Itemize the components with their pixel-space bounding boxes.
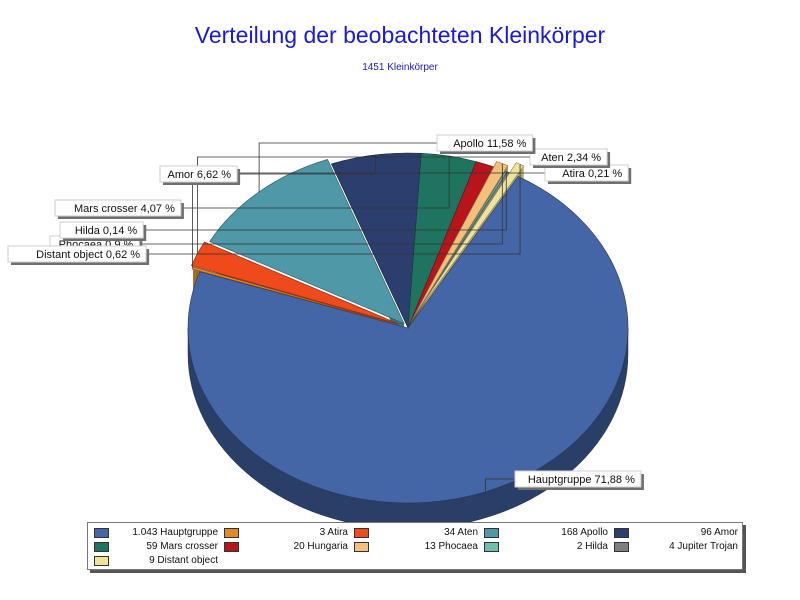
slice-label: Mars crosser 4,07 % xyxy=(74,203,175,215)
legend-label: 59 Mars crosser xyxy=(146,541,218,552)
legend-label: 3 Atira xyxy=(319,527,348,538)
leader-line xyxy=(237,154,377,175)
legend-item: 168 Apollo xyxy=(484,527,608,540)
legend-item: 34 Aten xyxy=(354,527,478,540)
slice-label: Aten 2,34 % xyxy=(541,152,601,164)
label-box xyxy=(529,148,608,166)
slice-label: Hauptgruppe 71,88 % xyxy=(528,474,635,486)
leader-line xyxy=(143,171,507,231)
pie-slices xyxy=(187,152,629,504)
leader-line xyxy=(258,142,437,192)
legend-label: 168 Apollo xyxy=(561,527,608,538)
chart-title: Verteilung der beobachteten Kleinkörper xyxy=(194,22,606,48)
legend-item: 9 Distant object xyxy=(94,555,218,568)
leader-line xyxy=(485,478,515,492)
legend-swatch xyxy=(614,528,629,538)
legend-label: 2 Hilda xyxy=(576,541,608,552)
slice-label: Amor 6,62 % xyxy=(168,169,232,181)
legend-item: 3 Atira xyxy=(224,527,348,540)
legend-label: 20 Hungaria xyxy=(293,541,348,552)
pie-slice-distant-object[interactable] xyxy=(413,162,525,318)
legend-swatch xyxy=(94,528,109,538)
label-box xyxy=(436,134,533,152)
slice-labels: Hauptgruppe 71,88 % Atira 0,21 % Aten 2,34… xyxy=(7,134,644,492)
legend-item: 96 Amor xyxy=(614,527,738,540)
legend-swatch xyxy=(484,542,499,552)
slice-label: Distant object 0,62 % xyxy=(36,249,140,261)
legend-swatch xyxy=(354,528,369,538)
leader-line xyxy=(197,156,530,254)
legend-swatch xyxy=(224,528,239,538)
legend-label: 96 Amor xyxy=(700,527,738,538)
pie-slice-apollo[interactable] xyxy=(209,159,405,325)
label-box xyxy=(7,245,147,263)
legend-swatch xyxy=(354,542,369,552)
legend-swatch xyxy=(484,528,499,538)
chart-legend: 1.043 Hauptgruppe 3 Atira 34 Aten 168 Apoll… xyxy=(87,522,743,570)
label-box xyxy=(59,221,144,239)
legend-item: 2 Hilda xyxy=(484,541,608,554)
legend-item: 1.043 Hauptgruppe xyxy=(94,527,218,540)
legend-label: 34 Aten xyxy=(444,527,478,538)
label-box xyxy=(514,470,642,488)
legend-item: 20 Hungaria xyxy=(224,541,348,554)
legend-label: 1.043 Hauptgruppe xyxy=(132,527,218,538)
legend-label: 9 Distant object xyxy=(149,555,218,566)
legend-label: 4 Jupiter Trojan xyxy=(669,541,738,552)
label-box xyxy=(54,199,182,217)
legend-item: 59 Mars crosser xyxy=(94,541,218,554)
pie-slice-aten[interactable] xyxy=(191,241,399,325)
slice-label: Apollo 11,58 % xyxy=(453,138,526,150)
legend-swatch xyxy=(94,542,109,552)
legend-swatch xyxy=(614,542,629,552)
chart-subtitle: 1451 Kleinkörper xyxy=(362,62,438,73)
legend-swatch xyxy=(94,556,109,566)
leader-line xyxy=(146,164,521,255)
legend-item: 13 Phocaea xyxy=(354,541,478,554)
legend-label: 13 Phocaea xyxy=(424,541,478,552)
slice-label: Hilda 0,14 % xyxy=(75,225,138,237)
slice-label: Atira 0,21 % xyxy=(562,168,622,180)
legend-item: 4 Jupiter Trojan xyxy=(614,541,738,554)
legend-swatch xyxy=(224,542,239,552)
label-box xyxy=(159,165,238,183)
leader-line xyxy=(139,163,503,245)
leader-line xyxy=(180,156,450,209)
